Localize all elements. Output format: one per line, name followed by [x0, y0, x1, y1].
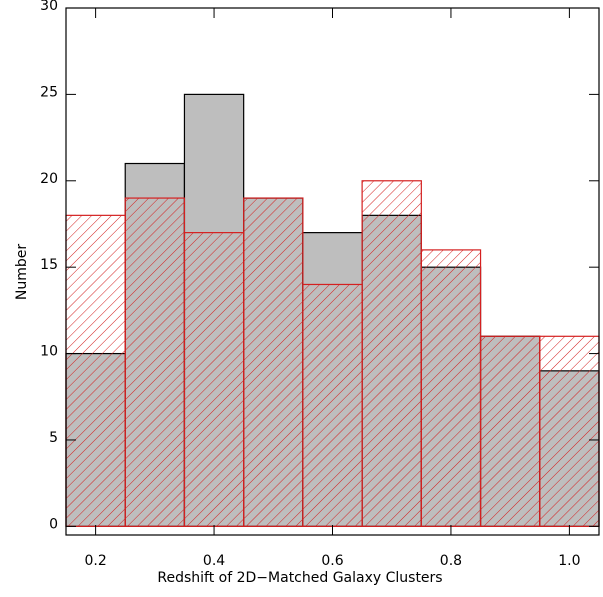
hatched-bar	[361, 180, 422, 527]
hatched-bar	[420, 249, 482, 527]
y-tick-label: 5	[49, 430, 58, 446]
hatched-bar	[539, 335, 600, 527]
x-tick-label: 0.6	[321, 553, 343, 569]
hatched-bar	[243, 197, 304, 527]
y-tick-label: 20	[40, 171, 58, 187]
x-tick-label: 0.4	[203, 553, 225, 569]
y-tick-label: 10	[40, 344, 58, 360]
hatched-bar	[183, 232, 245, 527]
x-axis-label: Redshift of 2D−Matched Galaxy Clusters	[157, 570, 442, 586]
y-tick-label: 15	[40, 257, 58, 273]
hatched-bar	[124, 197, 186, 527]
y-tick-label: 25	[40, 84, 58, 100]
y-axis-label: Number	[14, 244, 30, 300]
y-tick-label: 0	[49, 516, 58, 532]
hatched-bar	[302, 283, 363, 527]
hatched-bar	[479, 335, 541, 527]
x-tick-label: 0.2	[84, 553, 106, 569]
x-tick-label: 0.8	[440, 553, 462, 569]
hatched-bar	[65, 214, 126, 527]
x-tick-label: 1.0	[558, 553, 580, 569]
y-tick-label: 30	[40, 0, 58, 14]
